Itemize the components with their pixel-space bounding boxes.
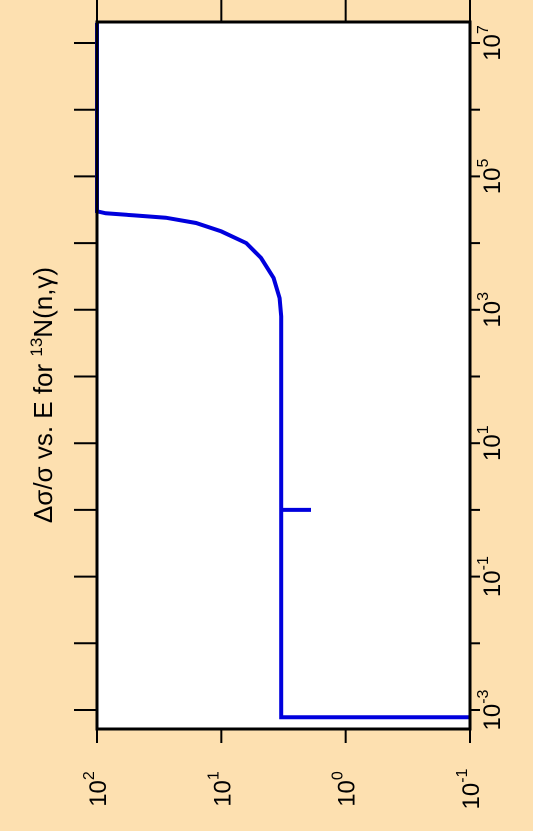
energy-tick-label-text: 10-3: [475, 689, 506, 730]
svg-text:Δσ/σ vs. E for 13N(n,γ): Δσ/σ vs. E for 13N(n,γ): [27, 267, 58, 523]
energy-tick-label: 105: [475, 159, 506, 195]
value-tick-label: 101: [205, 771, 236, 807]
energy-tick-label: 107: [475, 25, 506, 61]
chart-title-superscript: 13: [27, 338, 46, 357]
energy-tick-label: 101: [475, 425, 506, 461]
series-group: [95, 22, 470, 720]
value-tick-label-text: 10-1: [454, 768, 485, 809]
value-tick-label: 102: [81, 771, 112, 807]
energy-tick-label-text: 10-1: [475, 556, 506, 597]
value-tick-label-text: 101: [205, 771, 236, 807]
tick-labels-group: 10-3 10-1 101 103 105 107 102 101 100 10-1: [81, 25, 506, 809]
value-tick-label-text: 100: [330, 771, 361, 807]
energy-tick-label-text: 101: [475, 425, 506, 461]
energy-tick-label: 10-1: [475, 556, 506, 597]
series-line-0: [95, 22, 470, 720]
energy-tick-label-text: 103: [475, 292, 506, 328]
chart-title-prefix: Δσ/σ vs. E for: [28, 357, 58, 524]
energy-tick-label: 103: [475, 292, 506, 328]
chart-title-reaction: N(n,γ): [28, 267, 58, 338]
value-tick-label-text: 102: [81, 771, 112, 807]
axis-ticks-group: [74, 0, 480, 743]
value-tick-label: 100: [330, 771, 361, 807]
chart-title: Δσ/σ vs. E for 13N(n,γ): [27, 267, 58, 523]
plot-area: [97, 22, 470, 729]
energy-tick-label-text: 107: [475, 25, 506, 61]
energy-tick-label-text: 105: [475, 159, 506, 195]
energy-tick-label: 10-3: [475, 689, 506, 730]
plot-frame: [95, 20, 472, 731]
value-tick-label: 10-1: [454, 768, 485, 809]
